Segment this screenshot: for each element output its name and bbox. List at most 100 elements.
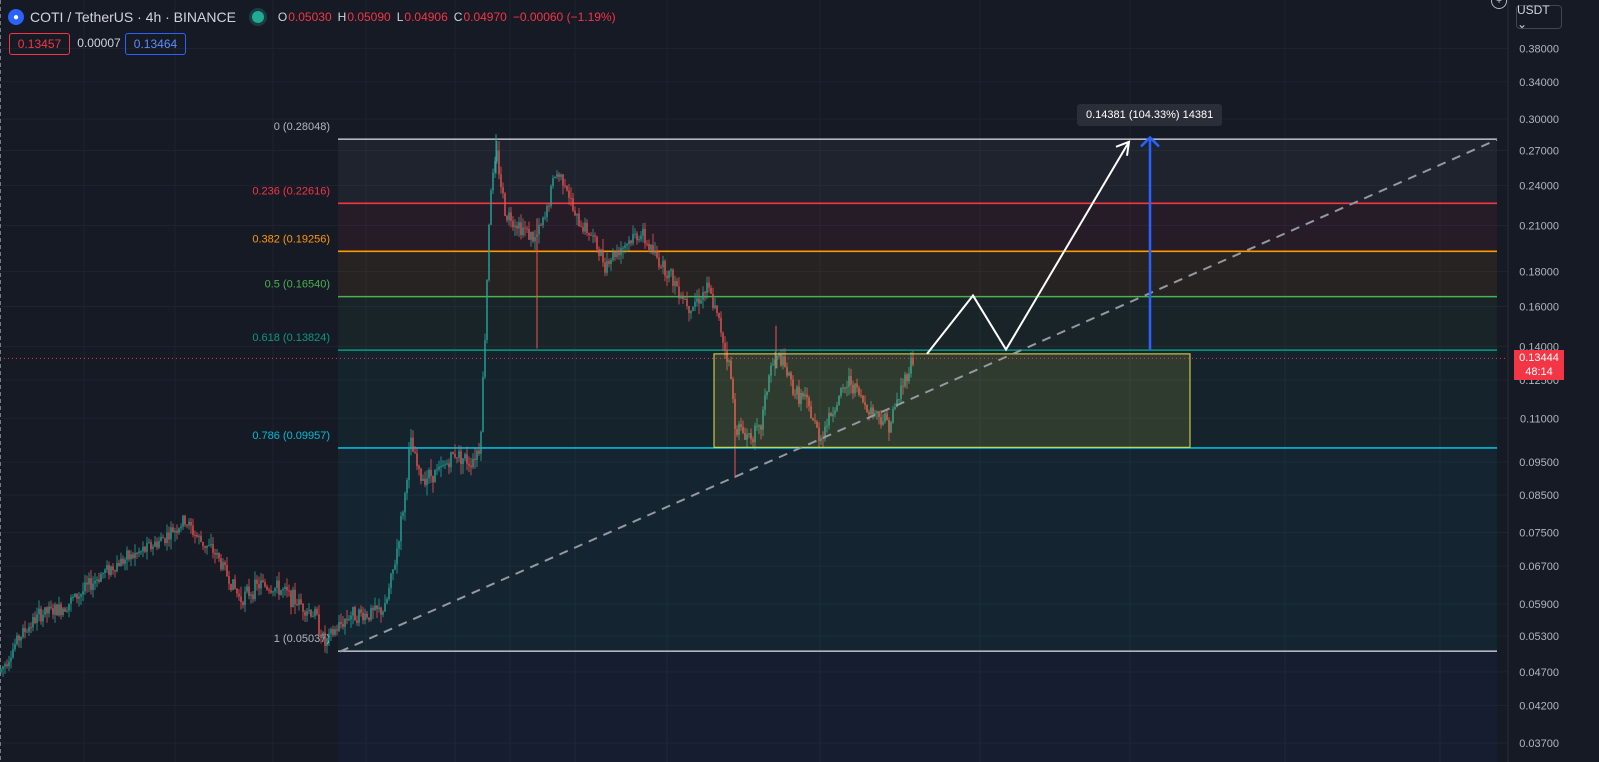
symbol-title[interactable]: COTI / TetherUS · 4h · BINANCE xyxy=(30,9,236,25)
candle-body xyxy=(724,342,726,350)
candle-body xyxy=(400,515,402,542)
candle-body xyxy=(394,564,396,570)
candle-body xyxy=(592,235,594,237)
candle-body xyxy=(58,604,60,616)
candle-body xyxy=(678,286,680,299)
candle-body xyxy=(108,565,110,575)
candle-body xyxy=(162,537,164,539)
candle-body xyxy=(432,475,434,483)
candle-body xyxy=(356,620,358,623)
candle-body xyxy=(488,224,490,280)
candle-body xyxy=(110,566,112,575)
candle-body xyxy=(534,237,536,242)
candle-body xyxy=(146,542,148,552)
candle-body xyxy=(50,606,52,609)
price-tick-label: 0.30000 xyxy=(1519,114,1559,126)
candle-body xyxy=(650,244,652,250)
candle-body xyxy=(208,545,210,547)
candle-body xyxy=(332,629,334,635)
candle-body xyxy=(278,580,280,595)
candle-body xyxy=(334,629,336,635)
candle-body xyxy=(680,295,682,299)
candle-body xyxy=(868,411,870,415)
market-open-status-icon xyxy=(251,11,264,23)
candles-group xyxy=(0,134,914,677)
candle-body xyxy=(22,627,24,637)
candle-body xyxy=(252,594,254,600)
candle-body xyxy=(396,548,398,565)
candle-body xyxy=(68,603,70,611)
candle-body xyxy=(660,266,662,268)
candle-body xyxy=(912,357,914,365)
candle-body xyxy=(598,249,600,257)
candle-body xyxy=(34,617,36,624)
candle-body xyxy=(668,271,670,279)
candle-body xyxy=(676,280,678,287)
candle-body xyxy=(866,404,868,412)
candle-body xyxy=(622,247,624,249)
candle-body xyxy=(140,551,142,553)
candle-body xyxy=(816,421,818,428)
candle-body xyxy=(708,282,710,288)
candle-body xyxy=(632,234,634,244)
candle-body xyxy=(738,424,740,435)
candle-body xyxy=(850,376,852,385)
projection-arrowhead xyxy=(1115,140,1131,156)
candle-body xyxy=(16,635,18,645)
candle-body xyxy=(422,478,424,481)
candle-body xyxy=(748,433,750,435)
candle-body xyxy=(784,356,786,367)
candle-body xyxy=(180,526,182,529)
candle-body xyxy=(28,627,30,632)
candle-body xyxy=(768,375,770,392)
candle-body xyxy=(566,186,568,191)
candle-body xyxy=(92,583,94,590)
coti-logo-icon: ● xyxy=(8,9,24,25)
candle-body xyxy=(806,394,808,398)
candle-body xyxy=(788,372,790,376)
candle-body xyxy=(900,385,902,400)
candle-body xyxy=(870,407,872,415)
candle-body xyxy=(704,292,706,294)
candle-body xyxy=(466,454,468,464)
candle-body xyxy=(144,546,146,552)
fib-level-label: 0.618 (0.13824) xyxy=(252,332,330,344)
candle-body xyxy=(298,599,300,606)
candle-body xyxy=(468,463,470,466)
candle-body xyxy=(692,306,694,311)
currency-dropdown[interactable]: USDT ⌄ xyxy=(1516,3,1562,31)
candle-body xyxy=(504,193,506,216)
candle-body xyxy=(66,610,68,612)
candle-body xyxy=(800,393,802,404)
candle-body xyxy=(104,569,106,573)
candle-body xyxy=(310,609,312,617)
candle-body xyxy=(350,615,352,620)
trendline xyxy=(339,138,1498,653)
candle-body xyxy=(498,150,500,175)
candle-body xyxy=(408,446,410,480)
candle-body xyxy=(76,593,78,599)
candle-body xyxy=(790,372,792,380)
measure-label: 0.14381 (104.33%) 14381 xyxy=(1077,103,1223,126)
candle-body xyxy=(202,541,204,547)
candle-body xyxy=(88,578,90,585)
candle-body xyxy=(172,527,174,533)
candle-body xyxy=(470,465,472,468)
candle-body xyxy=(570,197,572,199)
candle-body xyxy=(690,310,692,314)
candle-body xyxy=(670,269,672,272)
candle-body xyxy=(826,425,828,427)
candle-body xyxy=(380,607,382,615)
candle-body xyxy=(156,541,158,548)
candle-body xyxy=(586,222,588,234)
candle-body xyxy=(392,569,394,574)
price-tick-label: 0.24000 xyxy=(1519,181,1559,193)
sell-price-button[interactable]: 0.13457 xyxy=(9,33,70,55)
candle-body xyxy=(414,451,416,454)
candle-body xyxy=(512,220,514,228)
candle-body xyxy=(236,588,238,594)
candle-body xyxy=(358,609,360,623)
candle-body xyxy=(256,579,258,584)
buy-price-button[interactable]: 0.13464 xyxy=(125,33,186,55)
